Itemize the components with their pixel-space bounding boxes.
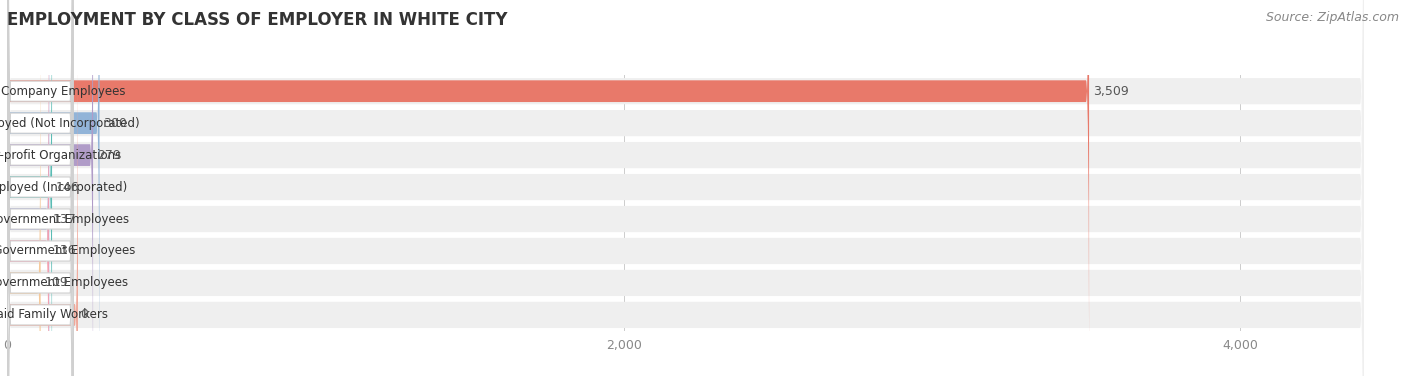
Text: EMPLOYMENT BY CLASS OF EMPLOYER IN WHITE CITY: EMPLOYMENT BY CLASS OF EMPLOYER IN WHITE… — [7, 11, 508, 29]
FancyBboxPatch shape — [7, 0, 52, 376]
FancyBboxPatch shape — [7, 0, 1364, 376]
FancyBboxPatch shape — [7, 0, 1364, 376]
FancyBboxPatch shape — [8, 0, 73, 376]
Text: 137: 137 — [53, 212, 77, 226]
FancyBboxPatch shape — [7, 0, 1090, 376]
FancyBboxPatch shape — [7, 0, 41, 376]
FancyBboxPatch shape — [8, 0, 73, 376]
FancyBboxPatch shape — [8, 5, 73, 376]
FancyBboxPatch shape — [7, 0, 93, 376]
FancyBboxPatch shape — [7, 0, 1364, 376]
Text: Not-for-profit Organizations: Not-for-profit Organizations — [0, 149, 121, 162]
Text: 3,509: 3,509 — [1092, 85, 1129, 98]
FancyBboxPatch shape — [7, 0, 1364, 376]
FancyBboxPatch shape — [7, 0, 1364, 376]
FancyBboxPatch shape — [7, 0, 49, 376]
Text: 279: 279 — [97, 149, 121, 162]
Text: State Government Employees: State Government Employees — [0, 212, 129, 226]
FancyBboxPatch shape — [8, 0, 73, 376]
Text: Local Government Employees: Local Government Employees — [0, 276, 128, 290]
FancyBboxPatch shape — [8, 0, 73, 376]
FancyBboxPatch shape — [7, 6, 77, 376]
Text: 146: 146 — [56, 180, 79, 194]
FancyBboxPatch shape — [8, 0, 73, 376]
Text: Unpaid Family Workers: Unpaid Family Workers — [0, 308, 108, 321]
Text: Federal Government Employees: Federal Government Employees — [0, 244, 135, 258]
Text: Source: ZipAtlas.com: Source: ZipAtlas.com — [1265, 11, 1399, 24]
Text: Self-Employed (Incorporated): Self-Employed (Incorporated) — [0, 180, 127, 194]
FancyBboxPatch shape — [7, 0, 49, 376]
FancyBboxPatch shape — [8, 0, 73, 369]
Text: Private Company Employees: Private Company Employees — [0, 85, 125, 98]
Text: 0: 0 — [80, 308, 89, 321]
FancyBboxPatch shape — [7, 0, 1364, 376]
FancyBboxPatch shape — [7, 0, 1364, 376]
Text: 109: 109 — [45, 276, 67, 290]
Text: 136: 136 — [52, 244, 76, 258]
FancyBboxPatch shape — [8, 37, 73, 376]
Text: Self-Employed (Not Incorporated): Self-Employed (Not Incorporated) — [0, 117, 139, 130]
FancyBboxPatch shape — [7, 0, 1364, 376]
FancyBboxPatch shape — [7, 0, 100, 376]
Text: 300: 300 — [103, 117, 127, 130]
